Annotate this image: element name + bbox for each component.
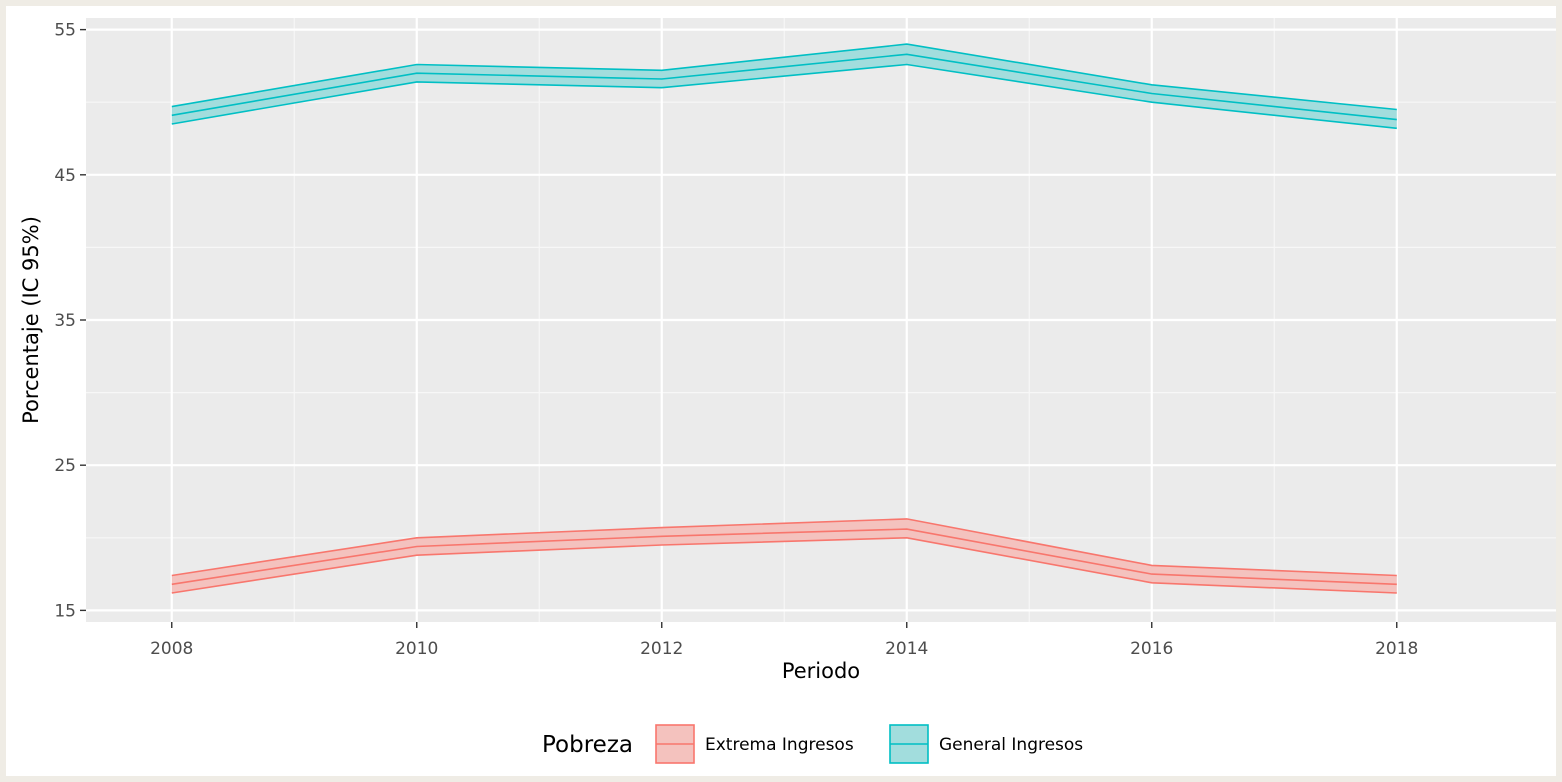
x-axis: 2008 2010 2012 2014 2016 2018 bbox=[150, 622, 1418, 659]
y-tick-label: 35 bbox=[54, 311, 76, 331]
y-tick-label: 15 bbox=[54, 601, 76, 621]
x-tick-label: 2010 bbox=[395, 639, 438, 659]
series-1-ribbon bbox=[171, 44, 1397, 129]
legend-label-0: Extrema Ingresos bbox=[705, 735, 854, 755]
series-0-upper bbox=[171, 518, 1397, 577]
series-1-upper bbox=[171, 43, 1397, 111]
x-axis-title: Periodo bbox=[782, 659, 860, 683]
x-tick-label: 2018 bbox=[1375, 639, 1418, 659]
series-0-line bbox=[171, 528, 1397, 586]
grid-major bbox=[86, 18, 1556, 622]
x-tick-label: 2012 bbox=[640, 639, 683, 659]
y-tick-label: 45 bbox=[54, 166, 76, 186]
y-axis: 15 25 35 45 55 bbox=[54, 21, 86, 621]
line-chart: 15 25 35 45 55 2008 2010 2012 2014 2016 2018 Peri… bbox=[19, 18, 1556, 764]
y-axis-title: Porcentaje (IC 95%) bbox=[19, 216, 43, 424]
x-tick-label: 2014 bbox=[885, 639, 928, 659]
legend: Pobreza Extrema Ingresos General Ingresos bbox=[542, 724, 1083, 764]
chart-frame: 15 25 35 45 55 2008 2010 2012 2014 2016 2018 Peri… bbox=[6, 6, 1556, 776]
legend-label-1: General Ingresos bbox=[939, 735, 1083, 755]
x-tick-label: 2016 bbox=[1130, 639, 1173, 659]
grid-minor bbox=[86, 18, 1556, 622]
x-tick-label: 2008 bbox=[150, 639, 193, 659]
series-1-line bbox=[171, 53, 1397, 121]
y-tick-label: 55 bbox=[54, 21, 76, 41]
series-layer bbox=[171, 43, 1397, 594]
series-0-ribbon bbox=[171, 518, 1397, 593]
series-1-lower bbox=[171, 63, 1397, 130]
legend-title: Pobreza bbox=[542, 732, 633, 758]
y-tick-label: 25 bbox=[54, 456, 76, 476]
series-0-lower bbox=[171, 536, 1397, 594]
